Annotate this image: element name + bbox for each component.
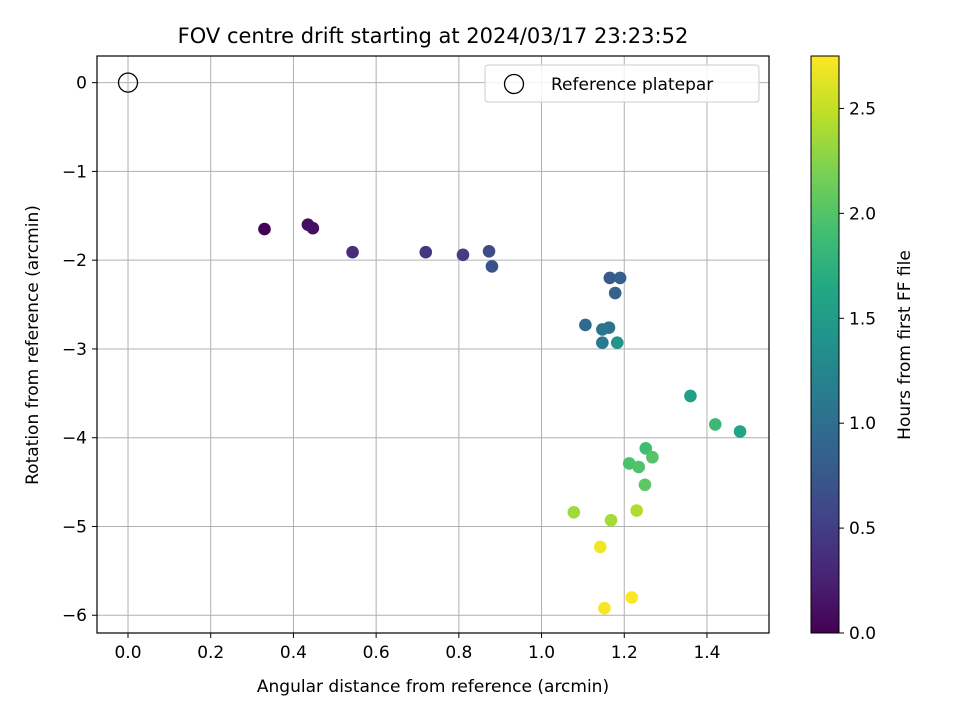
data-point [258,222,271,236]
colorbar: 0.0 0.5 1.0 1.5 2.0 2.5 Hours from first FF f… [810,55,915,644]
data-point [608,286,622,300]
x-tick-label: 0.0 [114,643,141,663]
chart-title: FOV centre drift starting at 2024/03/17 … [178,24,689,48]
data-point [638,478,652,492]
colorbar-gradient [810,55,840,634]
data-point [456,248,470,262]
data-point [598,601,611,615]
data-point [613,271,627,285]
y-tick-label: −1 [62,162,87,182]
x-tick-label: 0.8 [445,643,472,663]
data-point [419,245,433,259]
data-point [684,389,697,403]
data-points [117,72,747,615]
x-tick-label: 0.4 [280,643,307,663]
y-tick-label: −6 [62,606,87,626]
data-point [646,450,659,464]
y-axis-ticks: 0 −1 −2 −3 −4 −5 −6 [62,74,97,626]
legend-reference-marker [503,73,525,95]
reference-platepar-marker [117,72,139,93]
data-point [708,418,722,431]
x-tick-label: 1.4 [693,643,720,663]
y-tick-label: −2 [62,251,87,271]
data-point [485,260,499,273]
data-point [603,271,617,285]
data-point [625,591,639,604]
colorbar-label: Hours from first FF file [895,250,915,440]
colorbar-ticks: 0.0 0.5 1.0 1.5 2.0 2.5 [839,99,876,644]
colorbar-tick-label: 1.0 [849,414,876,434]
x-tick-label: 0.2 [197,643,224,663]
colorbar-tick-label: 1.5 [849,309,876,329]
colorbar-tick-label: 0.5 [849,519,876,539]
data-point [596,323,609,336]
data-point [593,540,607,554]
x-tick-label: 1.2 [611,643,638,663]
data-point [733,425,747,438]
x-tick-label: 0.6 [363,643,390,663]
legend-reference-label: Reference platepar [551,75,713,95]
data-point [482,244,496,258]
grid [97,56,769,633]
y-tick-label: −4 [62,429,87,449]
data-point [579,318,592,332]
data-point [630,504,643,517]
y-tick-label: −3 [62,340,87,360]
colorbar-tick-label: 2.5 [849,99,876,119]
data-point [610,336,624,350]
y-tick-label: −5 [62,517,87,537]
data-point [306,221,320,235]
data-point [639,442,653,455]
plot-frame [96,55,770,634]
legend: Reference platepar [484,64,760,103]
data-point [596,336,609,350]
y-axis-label: Rotation from reference (arcmin) [23,205,43,485]
data-point [567,505,581,519]
colorbar-tick-label: 2.0 [849,204,876,224]
colorbar-tick-label: 0.0 [849,624,876,644]
data-point [622,457,636,470]
data-point [604,513,618,527]
x-axis-ticks: 0.0 0.2 0.4 0.6 0.8 1.0 1.2 1.4 [114,633,720,663]
data-point [346,245,359,259]
x-tick-label: 1.0 [528,643,555,663]
data-point [632,460,646,474]
legend-box [484,64,760,103]
x-axis-label: Angular distance from reference (arcmin) [257,677,609,697]
y-tick-label: 0 [76,74,87,94]
